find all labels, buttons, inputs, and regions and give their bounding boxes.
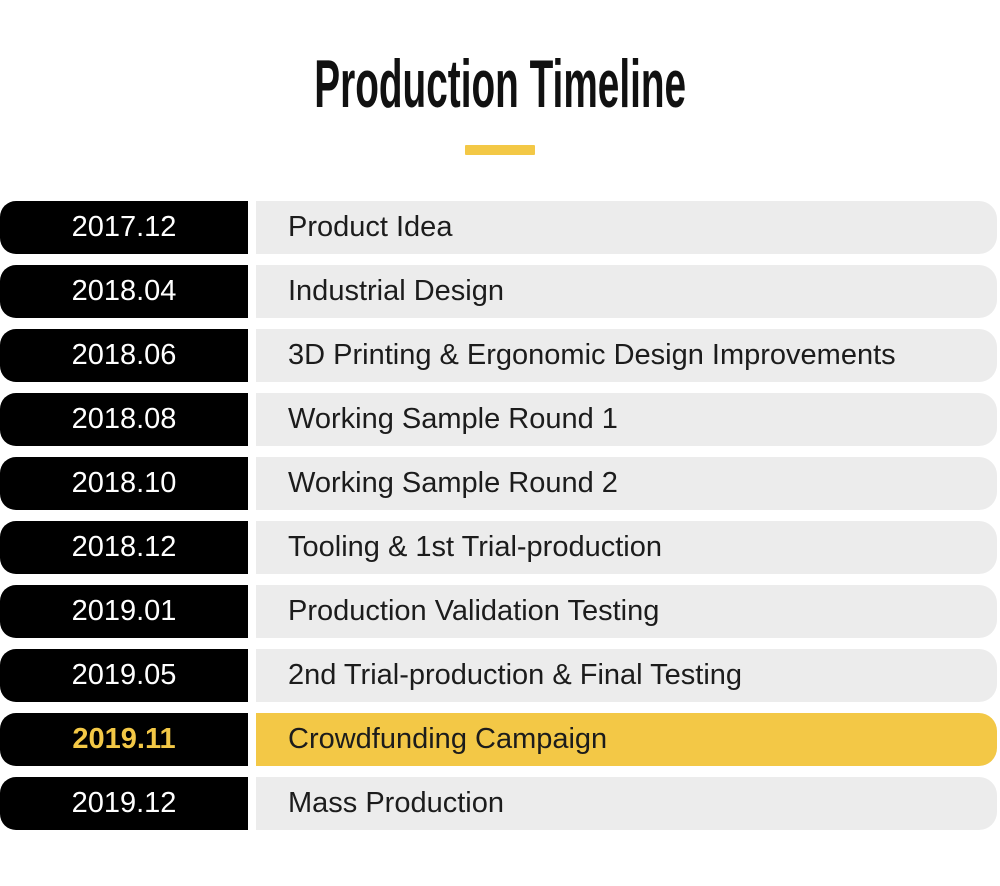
timeline-rows: 2017.12 Product Idea 2018.04 Industrial Des… bbox=[0, 201, 1000, 830]
header: Production Timeline bbox=[0, 0, 1000, 155]
row-label-bar: Working Sample Round 2 bbox=[256, 457, 997, 510]
timeline-row: 2019.11 Crowdfunding Campaign bbox=[0, 713, 1000, 766]
timeline-row: 2018.08 Working Sample Round 1 bbox=[0, 393, 1000, 446]
row-date-badge: 2019.12 bbox=[0, 777, 248, 830]
row-label-bar: 3D Printing & Ergonomic Design Improveme… bbox=[256, 329, 997, 382]
row-date-badge: 2019.05 bbox=[0, 649, 248, 702]
timeline-row: 2018.12 Tooling & 1st Trial-production bbox=[0, 521, 1000, 574]
row-label-bar: Working Sample Round 1 bbox=[256, 393, 997, 446]
row-date-badge: 2018.12 bbox=[0, 521, 248, 574]
timeline-row: 2019.01 Production Validation Testing bbox=[0, 585, 1000, 638]
row-date-badge: 2019.11 bbox=[0, 713, 248, 766]
timeline-row: 2017.12 Product Idea bbox=[0, 201, 1000, 254]
row-date-badge: 2018.08 bbox=[0, 393, 248, 446]
row-label-bar: Industrial Design bbox=[256, 265, 997, 318]
row-label-bar: 2nd Trial-production & Final Testing bbox=[256, 649, 997, 702]
row-label-bar: Product Idea bbox=[256, 201, 997, 254]
row-date-badge: 2018.04 bbox=[0, 265, 248, 318]
timeline-row: 2018.06 3D Printing & Ergonomic Design Im… bbox=[0, 329, 1000, 382]
row-label-bar: Crowdfunding Campaign bbox=[256, 713, 997, 766]
row-date-badge: 2019.01 bbox=[0, 585, 248, 638]
timeline-row: 2018.04 Industrial Design bbox=[0, 265, 1000, 318]
timeline-row: 2019.05 2nd Trial-production & Final Test… bbox=[0, 649, 1000, 702]
row-date-badge: 2018.06 bbox=[0, 329, 248, 382]
row-label-bar: Tooling & 1st Trial-production bbox=[256, 521, 997, 574]
row-date-badge: 2018.10 bbox=[0, 457, 248, 510]
timeline-row: 2019.12 Mass Production bbox=[0, 777, 1000, 830]
row-label-bar: Mass Production bbox=[256, 777, 997, 830]
page-title: Production Timeline bbox=[314, 46, 686, 122]
timeline-row: 2018.10 Working Sample Round 2 bbox=[0, 457, 1000, 510]
row-label-bar: Production Validation Testing bbox=[256, 585, 997, 638]
row-date-badge: 2017.12 bbox=[0, 201, 248, 254]
title-accent-dash bbox=[465, 145, 535, 155]
